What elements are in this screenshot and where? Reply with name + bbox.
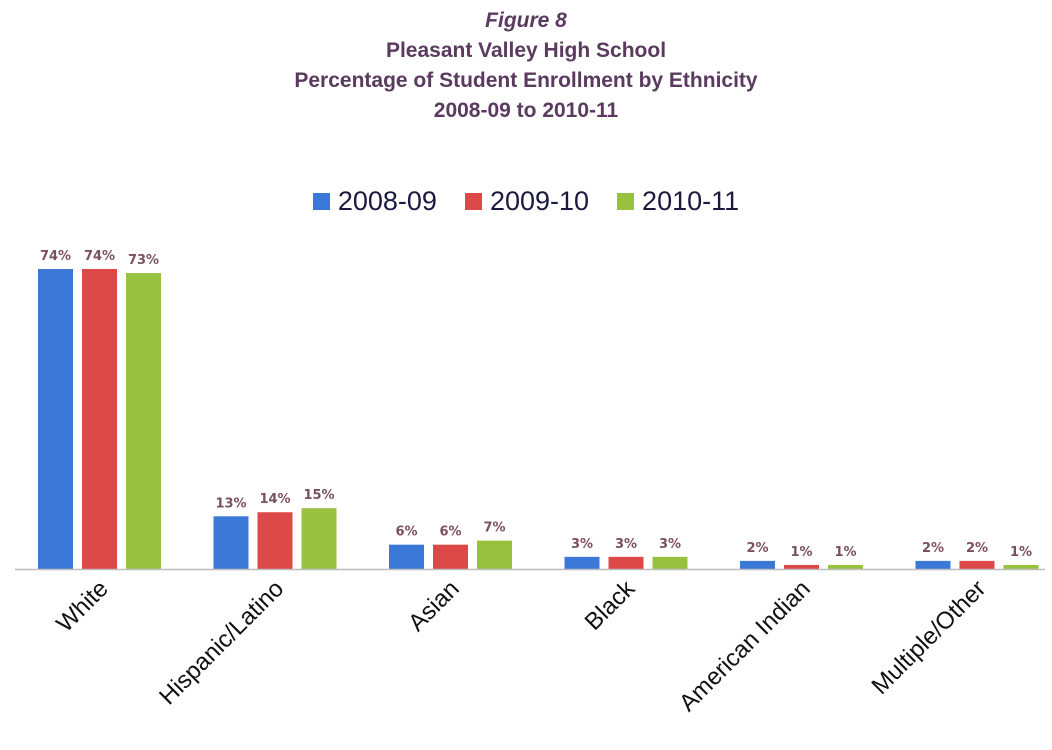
value-label-asian-2008-09: 6% xyxy=(395,525,417,540)
bar-white-2010-11 xyxy=(126,273,161,569)
value-label-asian-2010-11: 7% xyxy=(483,521,505,536)
bar-multiple-other-2010-11 xyxy=(1003,564,1039,569)
value-label-multiple-other-2008-09: 2% xyxy=(922,541,944,556)
bar-asian-2008-09 xyxy=(389,544,424,569)
value-label-multiple-other-2009-10: 2% xyxy=(966,541,988,556)
bars-layer xyxy=(38,269,1039,569)
category-label-multiple-other: Multiple/Other xyxy=(867,575,992,700)
value-label-hispanic-latino-2010-11: 15% xyxy=(303,488,334,503)
bar-asian-2010-11 xyxy=(477,540,512,569)
legend-label-2009-10: 2009-10 xyxy=(489,186,590,216)
chart-title-block: Figure 8 Pleasant Valley High School Per… xyxy=(0,6,1052,126)
legend-label-2010-11: 2010-11 xyxy=(642,186,740,216)
legend-label-2008-09: 2008-09 xyxy=(337,186,437,216)
chart-legend: 2008-09 2009-10 2010-11 xyxy=(0,186,1052,217)
chart-title-school: Pleasant Valley High School xyxy=(385,39,667,62)
bar-black-2008-09 xyxy=(564,556,600,569)
category-label-black: Black xyxy=(580,574,641,635)
bar-american-indian-2008-09 xyxy=(740,560,775,569)
value-label-multiple-other-2010-11: 1% xyxy=(1010,545,1032,560)
bar-hispanic-latino-2009-10 xyxy=(257,512,293,569)
bar-black-2010-11 xyxy=(652,556,688,569)
chart-title-subject: Percentage of Student Enrollment by Ethn… xyxy=(294,69,758,92)
legend-swatch-2009-10 xyxy=(464,193,482,210)
bar-white-2009-10 xyxy=(82,269,117,569)
bar-asian-2009-10 xyxy=(433,544,468,569)
bar-hispanic-latino-2008-09 xyxy=(213,516,249,569)
value-label-asian-2009-10: 6% xyxy=(439,525,461,540)
bar-multiple-other-2009-10 xyxy=(959,560,995,569)
bar-american-indian-2009-10 xyxy=(784,564,819,569)
value-label-black-2010-11: 3% xyxy=(659,537,681,552)
legend-swatch-2008-09 xyxy=(312,193,330,210)
value-label-black-2008-09: 3% xyxy=(571,537,593,552)
value-label-american-indian-2008-09: 2% xyxy=(746,541,768,556)
value-label-hispanic-latino-2008-09: 13% xyxy=(215,496,246,511)
legend-item-2008-09: 2008-09 xyxy=(312,186,437,217)
value-label-white-2010-11: 73% xyxy=(128,253,159,268)
legend-swatch-2010-11 xyxy=(617,193,635,210)
figure-number: Figure 8 xyxy=(485,9,567,32)
value-label-white-2008-09: 74% xyxy=(40,249,71,264)
category-label-white: White xyxy=(51,575,113,637)
legend-item-2010-11: 2010-11 xyxy=(617,186,739,217)
bar-black-2009-10 xyxy=(608,556,644,569)
labels-layer: 74% 74% 73% White 13% 14% 15% Hispanic/Latino 6%… xyxy=(40,249,1032,717)
legend-item-2009-10: 2009-10 xyxy=(464,186,590,217)
bar-white-2008-09 xyxy=(38,269,73,569)
value-label-american-indian-2010-11: 1% xyxy=(834,545,856,560)
chart-title-years: 2008-09 to 2010-11 xyxy=(433,99,619,122)
category-label-hispanic-latino: Hispanic/Latino xyxy=(154,575,289,710)
value-label-white-2009-10: 74% xyxy=(84,249,115,264)
bar-multiple-other-2008-09 xyxy=(915,560,951,569)
bar-american-indian-2010-11 xyxy=(828,564,863,569)
bar-hispanic-latino-2010-11 xyxy=(301,508,337,569)
value-label-hispanic-latino-2009-10: 14% xyxy=(259,492,290,507)
value-label-black-2009-10: 3% xyxy=(615,537,637,552)
value-label-american-indian-2009-10: 1% xyxy=(790,545,812,560)
category-label-american-indian: American Indian xyxy=(674,575,816,717)
category-label-asian: Asian xyxy=(403,575,465,637)
